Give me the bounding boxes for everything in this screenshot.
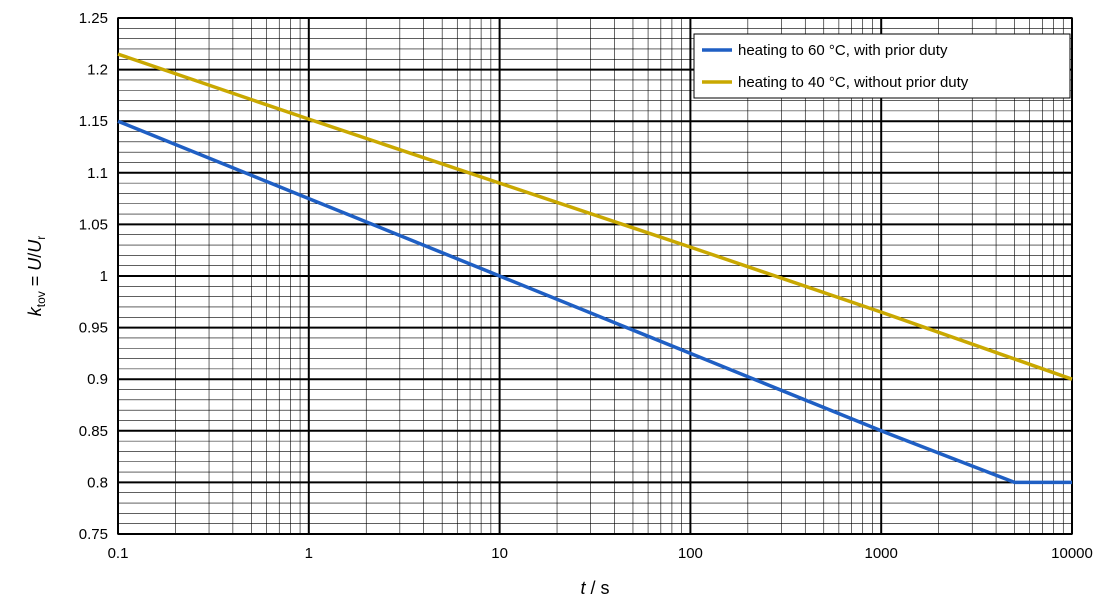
series-layer [117, 52, 1073, 485]
y-tick-label: 1.1 [87, 165, 108, 182]
x-tick-label: 1 [305, 545, 313, 562]
legend-label-series-1: heating to 60 °C, with prior duty [738, 42, 948, 59]
y-tick-label: 0.85 [79, 423, 108, 440]
y-label-k-sub: tov [34, 291, 48, 307]
y-axis-label: ktov = U/Ur [25, 236, 48, 317]
y-label-ur: U [25, 239, 45, 253]
x-axis-label-unit: / s [586, 578, 610, 598]
legend-box [693, 33, 1071, 99]
plot-area-frame [117, 17, 1073, 535]
x-axis-label: t / s [580, 578, 609, 598]
y-tick-label: 0.8 [87, 474, 108, 491]
y-tick-label: 0.9 [87, 371, 108, 388]
y-tick-label: 1.25 [79, 10, 108, 27]
y-tick-label: 1.05 [79, 216, 108, 233]
x-tick-labels: 0.1 1 10 100 1000 10000 [108, 545, 1093, 562]
y-tick-label: 0.75 [79, 526, 108, 543]
y-tick-label: 1 [100, 268, 108, 285]
y-tick-labels: 0.75 0.8 0.85 0.9 0.95 1 1.05 1.1 1.15 1.2 1.25 [79, 10, 108, 543]
y-label-u: U [25, 257, 45, 271]
x-tick-label: 100 [678, 545, 703, 562]
y-tick-label: 0.95 [79, 320, 108, 337]
y-tick-label: 1.2 [87, 62, 108, 79]
x-tick-label: 10 [491, 545, 508, 562]
series-line-1 [117, 119, 1072, 485]
legend: heating to 60 °C, with prior duty heatin… [693, 33, 1071, 99]
series-line-2 [117, 52, 1073, 381]
x-tick-label: 1000 [865, 545, 898, 562]
legend-label-series-2: heating to 40 °C, without prior duty [738, 74, 969, 91]
x-axis-label-var: t [580, 578, 586, 598]
y-label-slash: / [25, 253, 45, 258]
x-tick-label: 0.1 [108, 545, 129, 562]
y-label-ur-sub: r [34, 236, 48, 240]
y-label-eq: = [25, 271, 45, 292]
y-tick-label: 1.15 [79, 113, 108, 130]
y-label-k: k [25, 306, 45, 316]
x-tick-label: 10000 [1051, 545, 1093, 562]
